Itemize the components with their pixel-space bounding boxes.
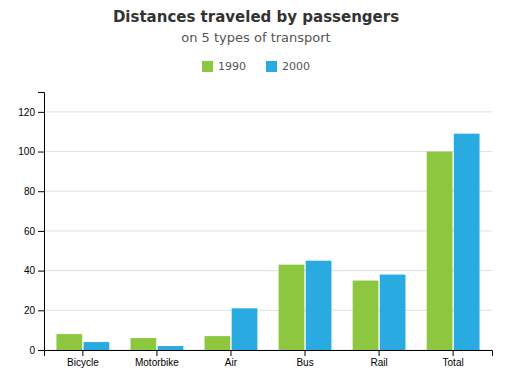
tick-label: 120: [18, 107, 35, 118]
axis-line: [38, 93, 45, 351]
legend-item: 1990: [202, 60, 246, 73]
bar: [279, 265, 305, 350]
tick-label: Bus: [296, 357, 313, 368]
bar: [84, 342, 110, 350]
bar: [232, 308, 258, 350]
subtitle: on 5 types of transport: [181, 30, 330, 45]
tick: 120: [18, 107, 44, 118]
tick: Motorbike: [135, 350, 179, 368]
y-axis: 0 20 40 60 80 100 120: [18, 93, 44, 356]
tick-label: 60: [24, 226, 36, 237]
x-axis: Bicycle Motorbike Air Bus Rail Total: [45, 350, 493, 368]
tick-mark: [453, 350, 454, 356]
tick-mark: [38, 231, 44, 232]
bar-series: [56, 152, 452, 350]
tick-label: Bicycle: [67, 357, 99, 368]
tick: Bicycle: [67, 350, 99, 368]
tick-mark: [38, 271, 44, 272]
tick-mark: [38, 152, 44, 153]
tick-label: 0: [29, 345, 35, 356]
tick-mark: [38, 112, 44, 113]
grid-line: [44, 230, 492, 231]
chart: Distances traveled by passengers on 5 typ…: [0, 0, 512, 384]
tick-label: 20: [24, 305, 36, 316]
grid-line: [44, 151, 492, 152]
grid-line: [44, 270, 492, 271]
legend-label: 2000: [282, 60, 310, 73]
bar: [205, 336, 231, 350]
tick-mark: [305, 350, 306, 356]
tick-label: Air: [225, 357, 238, 368]
tick-label: 40: [24, 265, 36, 276]
tick-mark: [230, 350, 231, 356]
tick: 80: [24, 186, 44, 197]
tick-label: 80: [24, 186, 36, 197]
axis-line: [45, 351, 493, 357]
tick-mark: [38, 350, 44, 351]
tick-label: 100: [18, 146, 35, 157]
grid-line: [44, 111, 492, 112]
tick: Air: [225, 350, 238, 368]
tick: Total: [443, 350, 464, 368]
legend-swatch: [202, 61, 213, 72]
bar: [56, 334, 82, 350]
tick-mark: [82, 350, 83, 356]
tick-label: Total: [443, 357, 464, 368]
grid-line: [44, 310, 492, 311]
bar: [131, 338, 157, 350]
tick: 0: [29, 345, 44, 356]
tick-label: Rail: [370, 357, 387, 368]
tick: Bus: [296, 350, 313, 368]
bars: [56, 134, 479, 350]
tick-mark: [38, 191, 44, 192]
legend-label: 1990: [218, 60, 246, 73]
bar: [454, 134, 480, 350]
bar: [353, 281, 379, 350]
title: Distances traveled by passengers: [113, 8, 399, 26]
tick: 100: [18, 146, 44, 157]
tick: Rail: [370, 350, 387, 368]
legend-item: 2000: [266, 60, 310, 73]
bar: [306, 261, 332, 350]
tick-label: Motorbike: [135, 357, 179, 368]
tick: 60: [24, 226, 44, 237]
tick-mark: [156, 350, 157, 356]
legend-swatch: [266, 61, 277, 72]
tick: 40: [24, 265, 44, 276]
bar: [158, 346, 184, 350]
grid-line: [44, 191, 492, 192]
plot: 0 20 40 60 80 100 120 Bicycle Motorbike Air Bus Rai…: [18, 93, 492, 369]
tick: 20: [24, 305, 44, 316]
grid: [44, 112, 492, 350]
tick-mark: [38, 310, 44, 311]
bar: [427, 152, 453, 350]
bar: [380, 275, 406, 350]
tick-mark: [379, 350, 380, 356]
bar-series: [84, 134, 480, 350]
legend: 1990 2000: [202, 60, 310, 73]
